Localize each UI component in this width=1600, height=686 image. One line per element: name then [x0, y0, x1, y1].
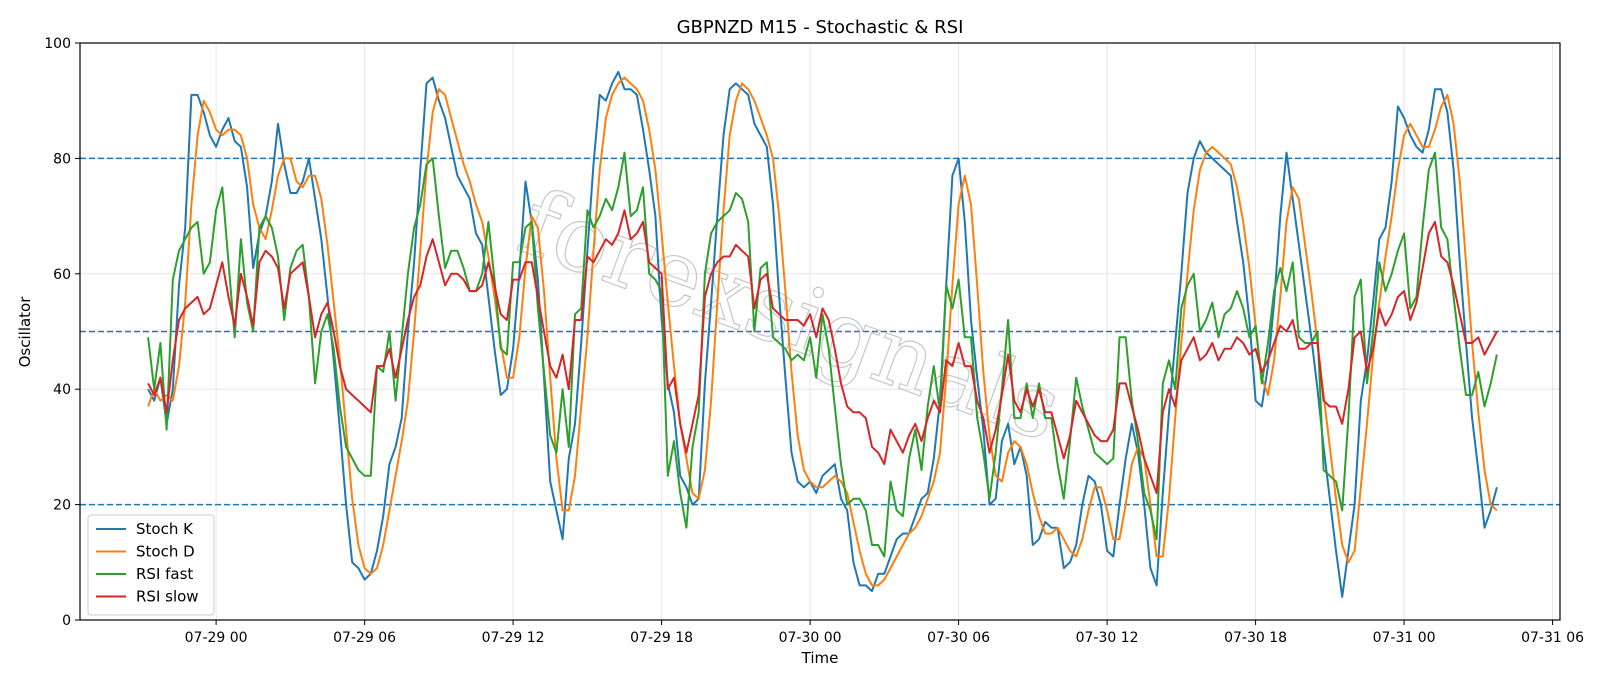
series-line-rsi-fast	[147, 151, 1498, 558]
x-tick-label: 07-29 06	[333, 630, 396, 646]
x-tick-label: 07-30 00	[779, 630, 842, 646]
legend: Stoch K Stoch D RSI fast RSI slow	[87, 514, 215, 616]
legend-label: Stoch D	[136, 543, 195, 561]
series-line-stoch-d	[147, 76, 1498, 587]
x-axis-title: Time	[801, 649, 839, 667]
plot-frame	[79, 42, 1561, 621]
y-tick-label: 0	[62, 613, 71, 629]
y-axis-title: Oscillator	[16, 296, 34, 368]
chart-title: GBPNZD M15 - Stochastic & RSI	[677, 17, 964, 38]
series-lines	[147, 70, 1498, 598]
y-tick-label: 60	[53, 267, 71, 283]
legend-label: RSI slow	[136, 588, 199, 606]
legend-box	[87, 514, 215, 616]
x-tick-label: 07-29 00	[185, 630, 248, 646]
x-tick-label: 07-29 12	[482, 630, 545, 646]
series-line-rsi-slow	[147, 209, 1498, 495]
y-tick-label: 80	[53, 151, 71, 167]
y-tick-label: 40	[53, 382, 71, 398]
y-tick-label: 20	[53, 498, 71, 514]
x-tick-label: 07-30 06	[927, 630, 990, 646]
x-tick-label: 07-29 18	[630, 630, 693, 646]
series-line-stoch-k	[147, 70, 1498, 598]
legend-label: RSI fast	[136, 565, 193, 583]
x-tick-label: 07-30 12	[1076, 630, 1139, 646]
x-tick-label: 07-30 18	[1224, 630, 1287, 646]
x-tick-label: 07-31 06	[1521, 630, 1584, 646]
x-tick-label: 07-31 00	[1373, 630, 1436, 646]
y-axis: 0 20 40 60 80 100	[44, 36, 80, 629]
y-tick-label: 100	[44, 36, 71, 52]
x-axis: 07-29 00 07-29 06 07-29 12 07-29 18 07-30 00…	[185, 620, 1584, 646]
legend-label: Stoch K	[136, 520, 194, 538]
